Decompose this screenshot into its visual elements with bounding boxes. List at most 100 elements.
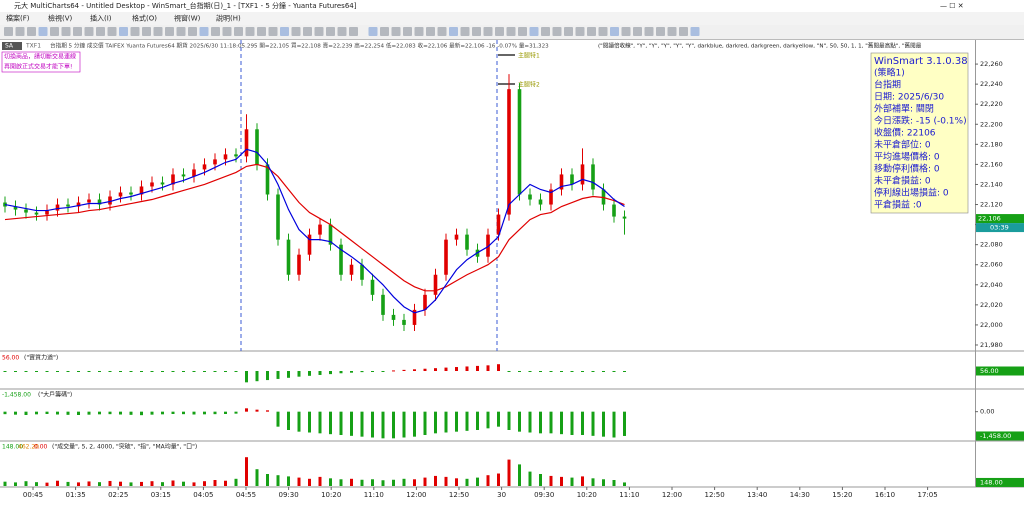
toolbar-button[interactable]	[142, 27, 151, 36]
candle-body	[622, 216, 627, 219]
price-axis-border	[975, 40, 976, 487]
candle-body	[328, 224, 333, 245]
toolbar-button[interactable]	[529, 27, 539, 36]
toolbar-button[interactable]	[50, 27, 59, 36]
toolbar-button[interactable]	[153, 27, 163, 36]
symbol-badge[interactable]	[2, 42, 22, 50]
toolbar-button[interactable]	[130, 27, 140, 36]
toolbar-button[interactable]	[349, 27, 358, 36]
toolbar-button[interactable]	[667, 27, 677, 36]
last-price-label: 22,106	[978, 215, 1001, 223]
indicator-bar	[45, 371, 49, 372]
y-tick-label: 22,240	[980, 80, 1003, 88]
toolbar-button[interactable]	[73, 27, 82, 36]
toolbar-button[interactable]	[222, 27, 232, 36]
toolbar-button[interactable]	[337, 27, 347, 36]
y-tick-label: 22,040	[980, 281, 1003, 289]
toolbar-button[interactable]	[598, 27, 608, 36]
menu-item[interactable]: 檔案(F)	[6, 14, 30, 23]
indicator-bar	[14, 482, 17, 486]
toolbar-button[interactable]	[291, 27, 301, 36]
toolbar-button[interactable]	[15, 27, 25, 36]
toolbar-button[interactable]	[644, 27, 654, 36]
toolbar-button[interactable]	[552, 27, 562, 36]
candle-body	[24, 209, 28, 213]
window-controls[interactable]: — ☐ ✕	[940, 2, 964, 10]
toolbar-button[interactable]	[96, 27, 105, 36]
toolbar-button[interactable]	[541, 27, 550, 36]
toolbar-button[interactable]	[449, 27, 458, 36]
toolbar-button[interactable]	[27, 27, 36, 36]
toolbar-button[interactable]	[368, 27, 378, 36]
toolbar-button[interactable]	[234, 27, 243, 36]
toolbar-button[interactable]	[165, 27, 174, 36]
candle-body	[13, 206, 18, 210]
candle-body	[129, 192, 133, 195]
indicator-bar	[203, 411, 206, 415]
pane-value: 0.00	[34, 444, 48, 451]
toolbar-button[interactable]	[575, 27, 585, 36]
toolbar-button[interactable]	[38, 27, 48, 36]
toolbar-button[interactable]	[403, 27, 412, 36]
toolbar-button[interactable]	[314, 27, 324, 36]
menu-item[interactable]: 插入(I)	[90, 14, 112, 23]
indicator-bar	[35, 482, 38, 486]
toolbar-button[interactable]	[610, 27, 619, 36]
toolbar-button[interactable]	[460, 27, 470, 36]
indicator-bar	[476, 365, 479, 371]
toolbar-button[interactable]	[119, 27, 128, 36]
toolbar-button[interactable]	[472, 27, 481, 36]
toolbar-button[interactable]	[326, 27, 335, 36]
countdown-label: 03:39	[990, 224, 1009, 232]
toolbar-button[interactable]	[587, 27, 596, 36]
toolbar-button[interactable]	[245, 27, 255, 36]
indicator-bar	[119, 411, 122, 415]
toolbar-button[interactable]	[426, 27, 435, 36]
toolbar-button[interactable]	[199, 27, 209, 36]
toolbar-button[interactable]	[633, 27, 642, 36]
menu-item[interactable]: 格式(O)	[132, 14, 157, 23]
toolbar-button[interactable]	[303, 27, 312, 36]
toolbar-button[interactable]	[495, 27, 504, 36]
toolbar-button[interactable]	[564, 27, 573, 36]
menu-item[interactable]: 說明(H)	[216, 14, 241, 23]
toolbar-button[interactable]	[211, 27, 220, 36]
toolbar-button[interactable]	[176, 27, 186, 36]
indicator-bar	[539, 371, 542, 372]
candle-body	[549, 189, 553, 205]
indicator-bar	[549, 475, 553, 486]
y-tick-label: 21,980	[980, 341, 1003, 349]
toolbar-button[interactable]	[188, 27, 197, 36]
toolbar-button[interactable]	[84, 27, 94, 36]
indicator-bar	[329, 411, 332, 435]
candle-body	[76, 202, 81, 207]
candle-body	[570, 174, 574, 185]
indicator-bar	[308, 411, 311, 433]
toolbar-button[interactable]	[107, 27, 117, 36]
y-tick-label: 22,020	[980, 301, 1003, 309]
toolbar-button[interactable]	[679, 27, 688, 36]
toolbar-button[interactable]	[280, 27, 289, 36]
toolbar-button[interactable]	[437, 27, 447, 36]
toolbar-button[interactable]	[518, 27, 527, 36]
toolbar-button[interactable]	[621, 27, 631, 36]
menu-item[interactable]: 檢視(V)	[48, 14, 73, 23]
toolbar-button[interactable]	[4, 27, 13, 36]
indicator-bar	[98, 371, 101, 372]
toolbar-button[interactable]	[380, 27, 389, 36]
toolbar-button[interactable]	[483, 27, 493, 36]
time-label: 13:40	[747, 491, 767, 499]
toolbar-button[interactable]	[690, 27, 700, 36]
toolbar-button[interactable]	[391, 27, 401, 36]
indicator-bar	[360, 411, 364, 437]
candle-body	[444, 239, 448, 275]
toolbar-button[interactable]	[268, 27, 278, 36]
toolbar-button[interactable]	[414, 27, 424, 36]
toolbar-button[interactable]	[506, 27, 516, 36]
toolbar-button[interactable]	[61, 27, 71, 36]
y-tick-label: 22,200	[980, 120, 1003, 128]
menu-item[interactable]: 視窗(W)	[174, 14, 201, 23]
toolbar-button[interactable]	[656, 27, 665, 36]
toolbar-button[interactable]	[257, 27, 266, 36]
